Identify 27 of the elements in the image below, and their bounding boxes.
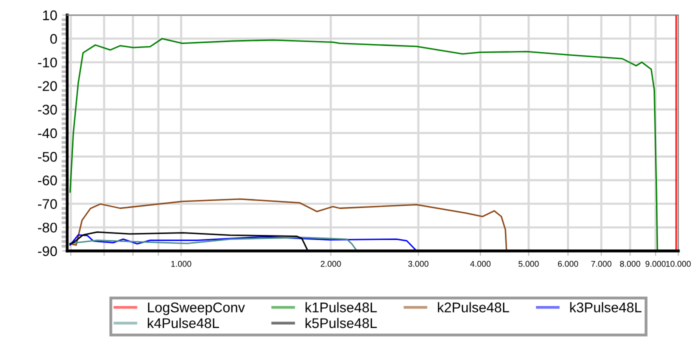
y-tick-label: -60 xyxy=(38,176,57,186)
x-tick-label: 3.000 xyxy=(408,260,428,267)
x-tick-label: 9.000 xyxy=(646,260,666,267)
x-tick-label: 5.000 xyxy=(518,260,539,267)
x-tick-label: 4.000 xyxy=(470,260,491,267)
x-tick-label: 2.000 xyxy=(320,260,341,267)
y-tick-label: -40 xyxy=(38,128,57,138)
y-tick-label: -10 xyxy=(38,58,57,68)
legend-label: k3Pulse48L xyxy=(570,302,642,312)
x-tick-label: 6.000 xyxy=(558,260,578,267)
y-tick-label: -70 xyxy=(38,199,57,209)
y-tick-label: -30 xyxy=(38,104,57,115)
x-tick-label: 10.000 xyxy=(666,260,691,267)
y-tick-label: 10 xyxy=(43,10,57,20)
legend-label: k4Pulse48L xyxy=(148,318,220,328)
x-tick-label: 8.000 xyxy=(620,260,640,267)
y-tick-label: -90 xyxy=(38,246,57,256)
legend-label: LogSweepConv xyxy=(148,302,245,316)
legend-label: k1Pulse48L xyxy=(306,302,377,312)
y-tick-label: -50 xyxy=(38,152,57,162)
y-tick-label: -80 xyxy=(38,222,57,233)
legend-label: k2Pulse48L xyxy=(438,302,510,312)
legend-label: k5Pulse48L xyxy=(306,318,377,328)
x-tick-label: 1.000 xyxy=(171,260,192,267)
y-tick-label: -20 xyxy=(38,81,57,91)
x-tick-label: 7.000 xyxy=(591,260,612,267)
y-tick-label: 0 xyxy=(50,34,57,44)
